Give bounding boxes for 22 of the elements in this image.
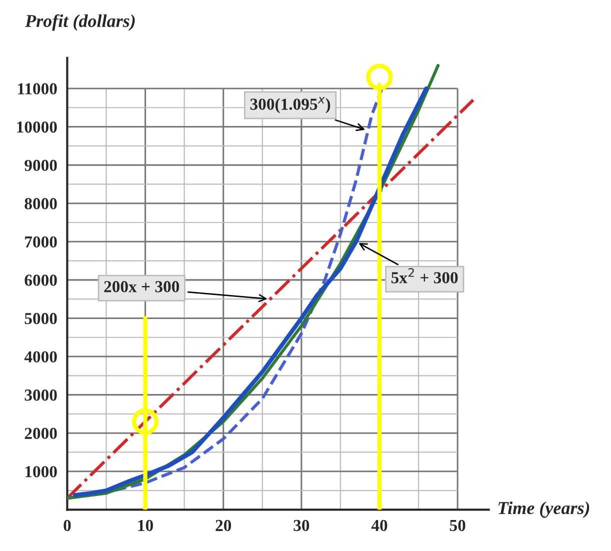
annotation: 200x + 300	[104, 281, 180, 292]
annotation: 5x$^{2}$ + 300	[391, 268, 458, 284]
y-tick-label: 8000	[24, 198, 57, 210]
y-tick-label: 4000	[24, 351, 57, 362]
x-tick-label: 0	[64, 520, 71, 532]
x-axis-title: Time (years)	[498, 501, 590, 518]
y-tick-label: 6000	[24, 274, 57, 286]
y-tick-label: 11000	[18, 83, 57, 94]
y-axis-title: Profit (dollars)	[25, 14, 135, 31]
x-tick-label: 30	[294, 520, 310, 532]
x-tick-label: 20	[216, 520, 232, 532]
y-tick-label: 1000	[25, 466, 57, 478]
x-tick-label: 50	[450, 520, 466, 532]
x-tick-label: 40	[371, 520, 388, 532]
y-tick-label: 3000	[24, 390, 57, 401]
y-tick-label: 9000	[24, 160, 57, 172]
y-tick-label: 10000	[17, 121, 57, 133]
annotation: 300(1.095$^{x}$)	[250, 96, 330, 114]
y-tick-label: 2000	[24, 428, 57, 440]
y-tick-label: 7000	[25, 236, 57, 248]
y-tick-label: 5000	[24, 312, 57, 324]
x-tick-label: 10	[138, 520, 153, 532]
